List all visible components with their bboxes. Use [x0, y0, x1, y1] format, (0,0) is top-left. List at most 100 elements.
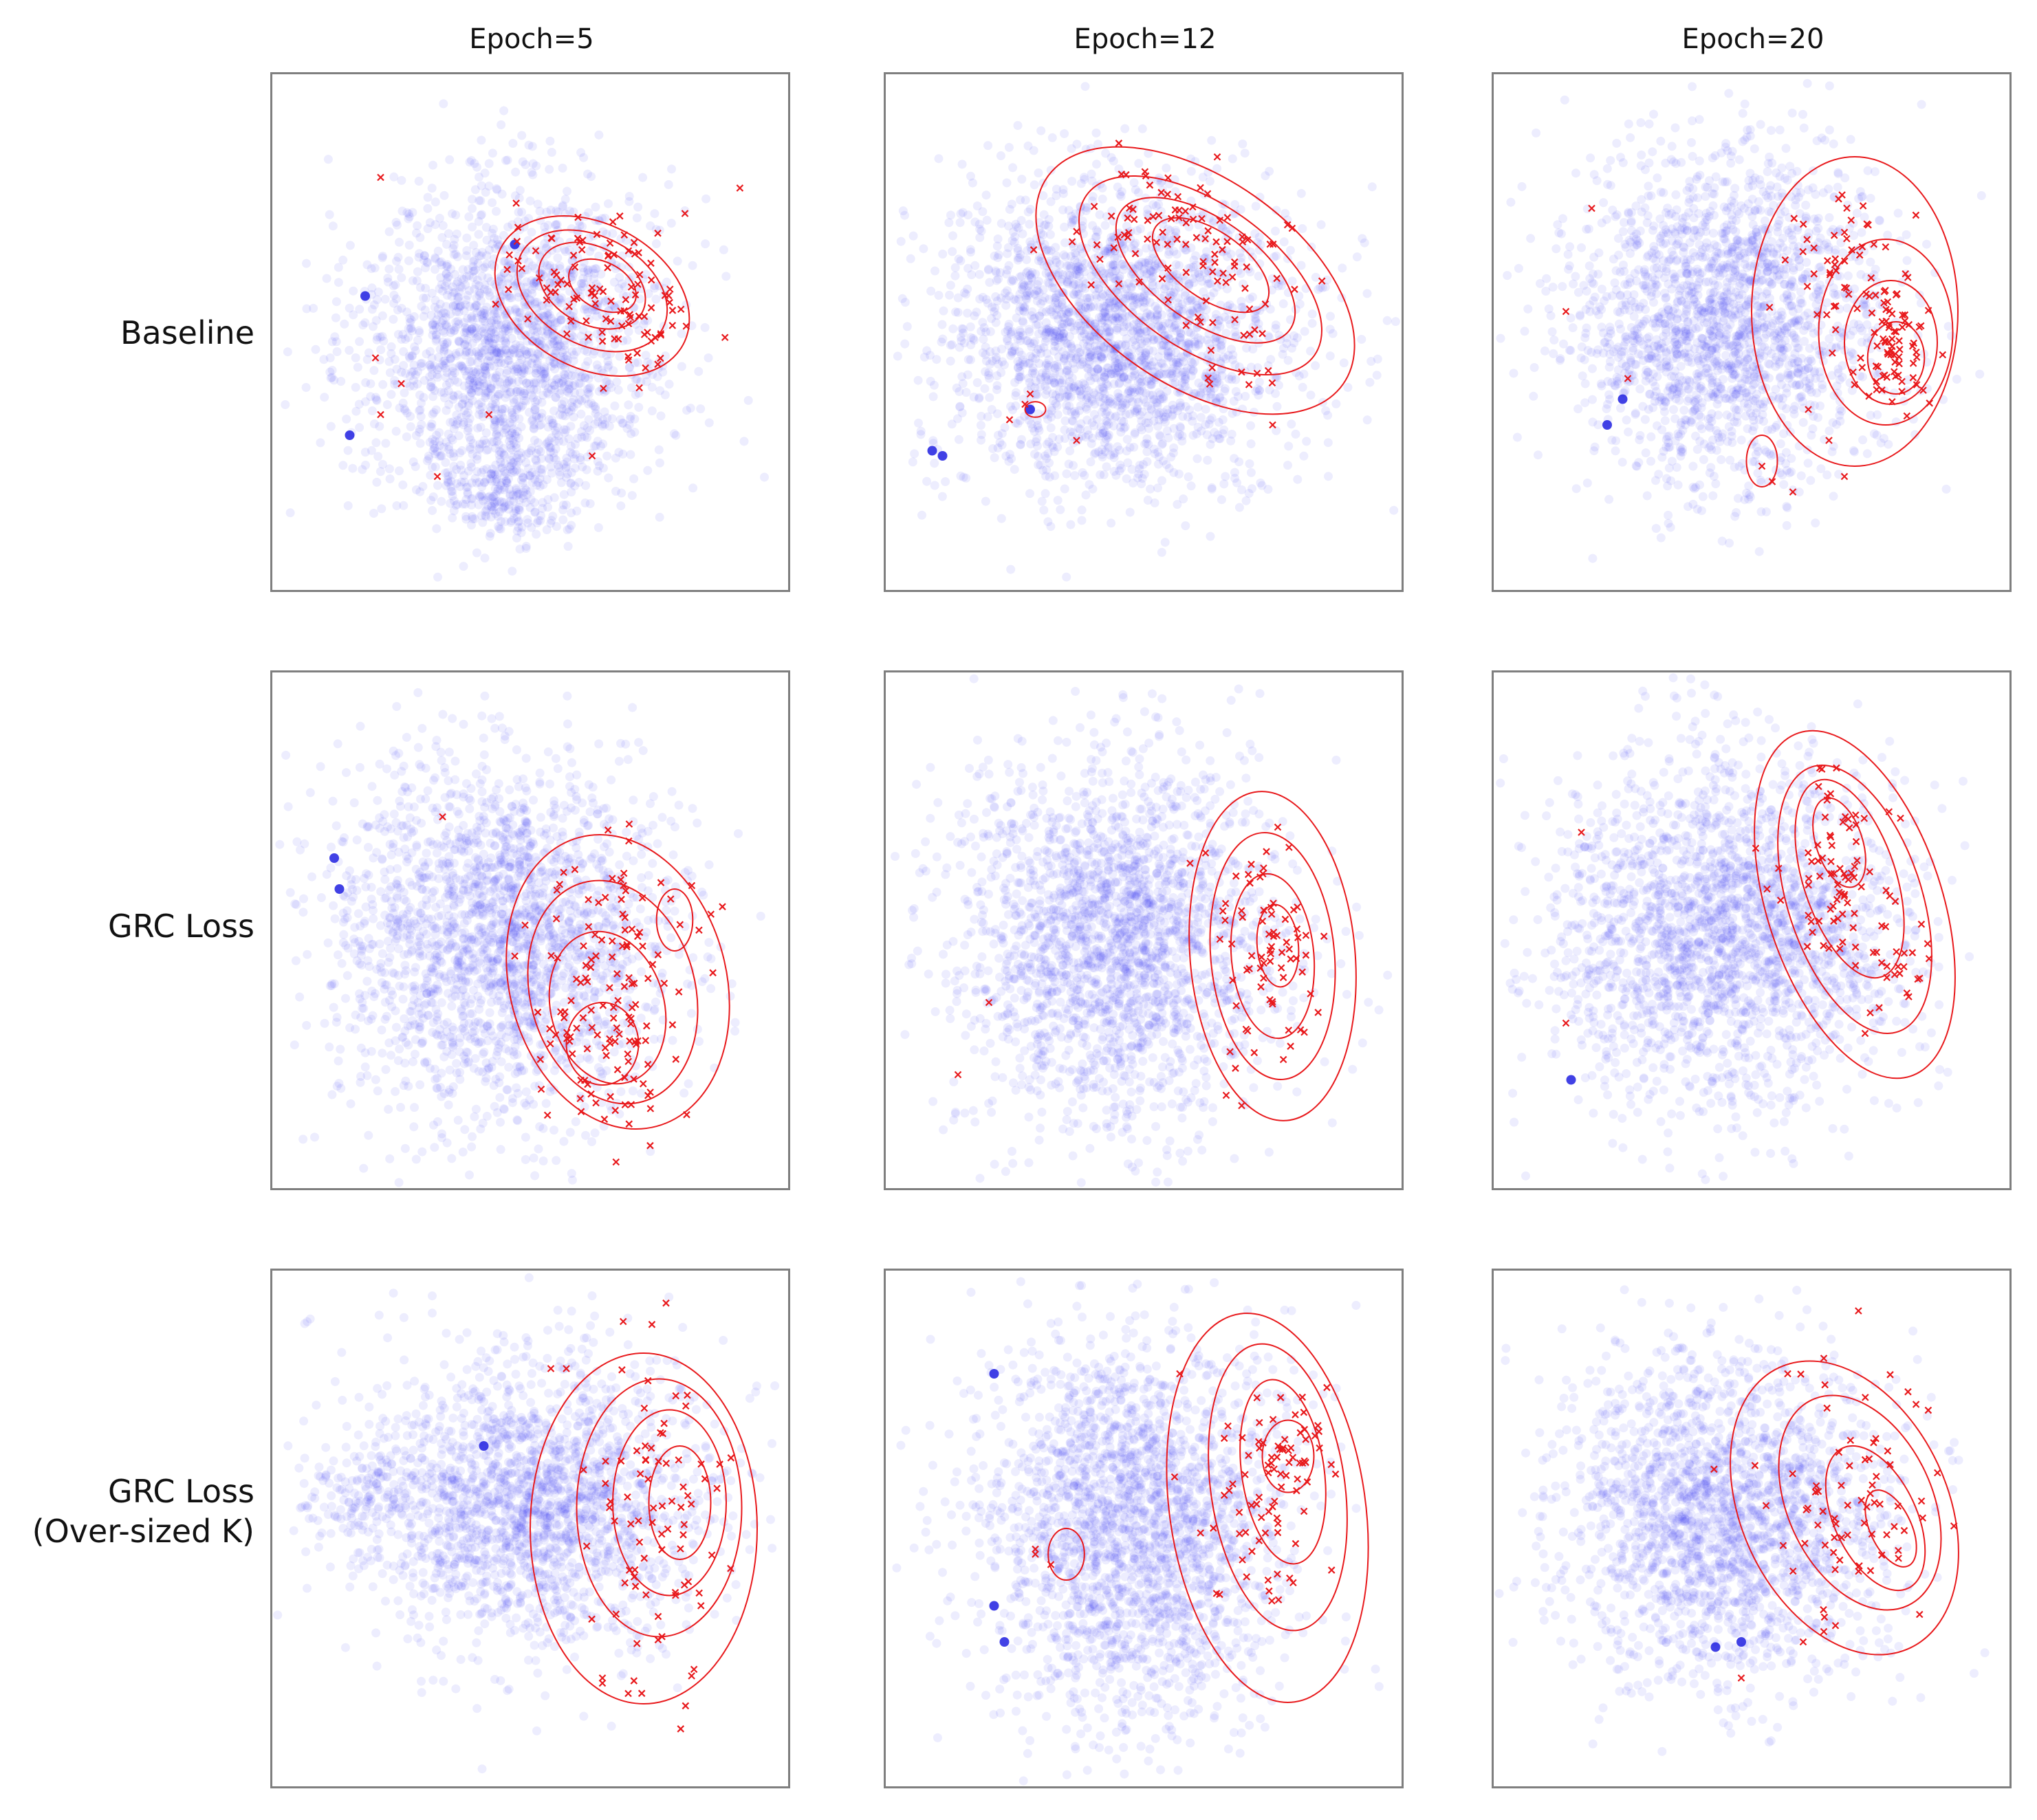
majority-point	[1719, 314, 1729, 323]
majority-point	[521, 485, 531, 495]
majority-point	[604, 199, 613, 208]
majority-point	[1016, 327, 1025, 337]
majority-point	[944, 218, 954, 228]
majority-point	[981, 350, 990, 360]
majority-point	[1051, 391, 1060, 400]
majority-point	[1021, 294, 1031, 303]
majority-point	[954, 254, 963, 264]
majority-point	[1232, 331, 1241, 340]
majority-point	[1662, 337, 1671, 347]
majority-point	[1109, 467, 1119, 476]
majority-point	[542, 250, 552, 259]
minority-point	[1087, 281, 1095, 289]
majority-point	[489, 492, 499, 501]
majority-point	[1157, 326, 1167, 336]
majority-point	[573, 434, 582, 443]
majority-point	[503, 222, 513, 232]
majority-point	[442, 481, 451, 490]
minority-point	[661, 292, 669, 300]
majority-point	[1328, 329, 1338, 338]
majority-point	[444, 229, 453, 239]
majority-point	[463, 314, 472, 323]
majority-point	[1671, 190, 1681, 199]
majority-point	[476, 307, 486, 317]
majority-point	[1222, 284, 1232, 294]
majority-point	[464, 286, 474, 296]
minority-point	[633, 349, 641, 357]
majority-point	[442, 261, 451, 271]
majority-point	[1067, 220, 1077, 230]
minority-point	[1144, 217, 1152, 224]
majority-point	[1215, 393, 1225, 402]
majority-point	[1101, 248, 1111, 258]
majority-point	[1079, 339, 1089, 349]
majority-point	[1088, 433, 1097, 443]
minority-point	[607, 297, 615, 305]
majority-point	[534, 336, 544, 345]
majority-point	[1061, 338, 1071, 348]
majority-point	[509, 398, 519, 407]
majority-point	[578, 462, 587, 472]
minority-point	[635, 312, 643, 320]
majority-point	[1191, 388, 1201, 398]
majority-point	[1055, 367, 1065, 377]
majority-point	[1074, 284, 1084, 294]
majority-point	[475, 478, 484, 487]
majority-point	[1229, 397, 1239, 406]
majority-point	[489, 329, 499, 338]
majority-point	[922, 346, 932, 355]
majority-point-dense	[937, 451, 948, 461]
majority-point	[1069, 364, 1079, 374]
majority-point	[558, 404, 567, 414]
majority-point	[1038, 191, 1048, 201]
majority-point	[481, 428, 491, 437]
majority-point	[1140, 289, 1149, 299]
majority-point	[957, 336, 966, 346]
majority-point	[529, 393, 538, 402]
majority-point	[441, 359, 450, 368]
majority-point	[992, 296, 1002, 306]
majority-point	[1064, 206, 1074, 215]
majority-point	[1044, 215, 1054, 224]
majority-point	[1136, 422, 1146, 432]
majority-point	[1131, 185, 1140, 195]
majority-point	[1059, 336, 1069, 345]
majority-point	[1017, 285, 1027, 294]
majority-point	[1125, 443, 1135, 452]
majority-point	[1070, 248, 1080, 258]
majority-point	[970, 217, 980, 227]
majority-point	[496, 457, 505, 467]
majority-point	[1092, 415, 1102, 424]
majority-point	[1154, 452, 1164, 461]
majority-point	[1015, 416, 1025, 426]
majority-point	[478, 314, 488, 323]
majority-point	[1135, 261, 1144, 271]
majority-point	[1046, 423, 1056, 432]
majority-point	[1156, 207, 1166, 216]
majority-point	[1137, 339, 1146, 349]
majority-point	[474, 351, 483, 361]
majority-point	[919, 244, 928, 254]
majority-point	[527, 168, 536, 177]
majority-point	[377, 504, 386, 514]
majority-point	[446, 498, 455, 508]
majority-point	[487, 346, 497, 355]
majority-point	[442, 373, 451, 382]
majority-point	[472, 314, 481, 323]
majority-point	[564, 388, 574, 398]
majority-point	[631, 375, 640, 384]
majority-point	[1748, 317, 1758, 327]
majority-point	[1041, 471, 1051, 481]
minority-point	[563, 330, 571, 338]
majority-point	[1047, 441, 1057, 450]
minority-point	[1149, 212, 1157, 221]
majority-point	[1139, 267, 1148, 276]
majority-point	[977, 411, 986, 421]
majority-point	[1226, 436, 1236, 446]
majority-point	[500, 467, 510, 476]
majority-point	[1127, 267, 1137, 276]
majority-point	[444, 441, 454, 451]
majority-point	[1175, 398, 1185, 408]
majority-point	[1277, 281, 1287, 290]
majority-point	[1013, 121, 1023, 130]
